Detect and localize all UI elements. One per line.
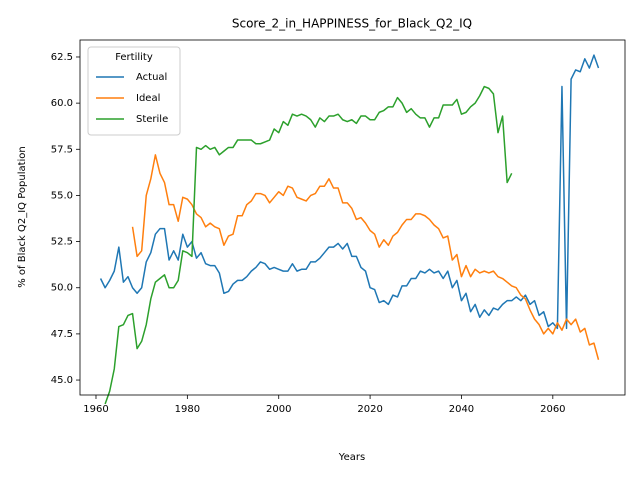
chart-title: Score_2_in_HAPPINESS_for_Black_Q2_IQ [232,17,472,31]
legend-label: Actual [136,72,167,83]
y-tick-label: 62.5 [51,52,73,63]
x-tick-label: 2000 [266,404,291,415]
y-tick-label: 45.0 [51,375,73,386]
x-axis-label: Years [338,452,365,463]
legend-label: Ideal [136,93,160,104]
y-tick-label: 55.0 [51,190,73,201]
legend-label: Sterile [136,114,168,125]
x-tick-label: 2040 [449,404,474,415]
series-line [131,154,600,360]
x-tick-label: 2060 [540,404,565,415]
y-tick-label: 52.5 [51,237,73,248]
series-line [104,85,513,405]
x-tick-label: 2020 [357,404,382,415]
legend-title: Fertility [115,52,153,63]
y-tick-label: 57.5 [51,144,73,155]
series-line [99,54,600,330]
y-tick-label: 50.0 [51,283,73,294]
x-tick-label: 1960 [83,404,108,415]
legend-box [87,46,181,136]
y-tick-label: 47.5 [51,329,73,340]
axes-frame [79,39,626,396]
y-tick-label: 60.0 [51,98,73,109]
y-axis-label: % of Black Q2_IQ Population [17,146,28,288]
x-tick-label: 1980 [175,404,200,415]
